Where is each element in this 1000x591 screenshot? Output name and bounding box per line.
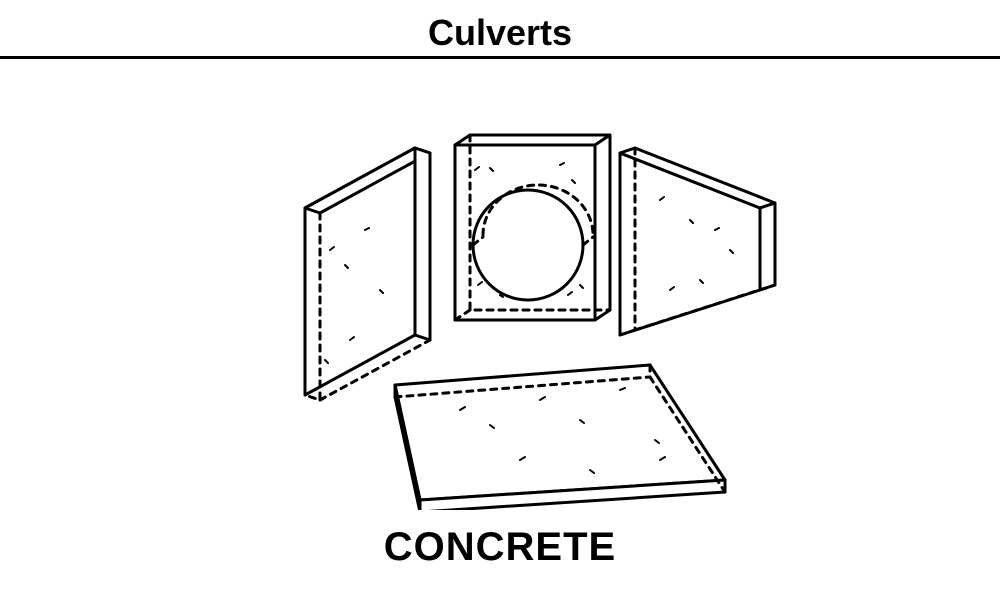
left-wing (305, 148, 430, 400)
culvert-diagram (260, 90, 780, 510)
apron (395, 365, 725, 510)
right-wing (620, 148, 775, 335)
caption: CONCRETE (0, 525, 1000, 570)
culvert-svg (260, 90, 780, 510)
page-title: Culverts (0, 12, 1000, 54)
horizontal-rule (0, 56, 1000, 59)
headwall (455, 135, 610, 320)
